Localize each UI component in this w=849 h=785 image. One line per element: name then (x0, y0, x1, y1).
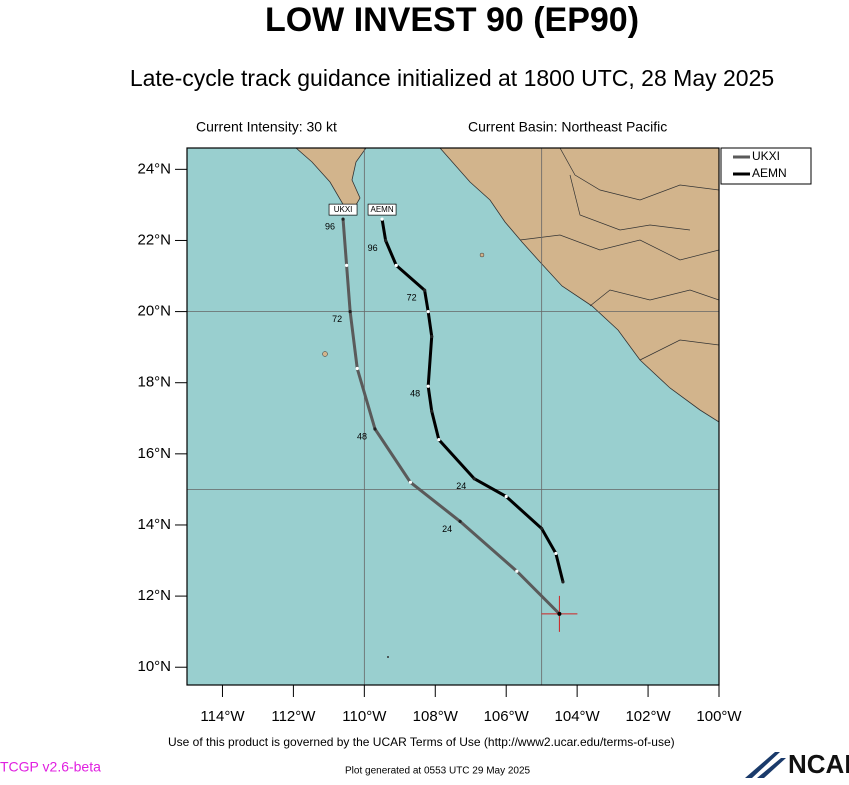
chart-title: LOW INVEST 90 (EP90) (265, 1, 639, 39)
track-point (345, 263, 349, 267)
intensity: Current Intensity: 30 kt (196, 119, 337, 135)
track-point (458, 519, 462, 524)
track-point (554, 551, 558, 556)
x-tick-label: 106°W (484, 708, 530, 725)
track-point (348, 309, 352, 314)
track-line (380, 218, 565, 583)
y-tick-label: 20°N (137, 303, 171, 320)
track-tag-box (328, 203, 358, 216)
plot-content: 24 48 72 96 UKXI 24 48 72 96 AEMN (187, 148, 719, 685)
track-tag: UKXI (334, 205, 353, 214)
track-point (408, 480, 413, 484)
x-tick-label: 108°W (413, 708, 459, 725)
hour-label: 72 (332, 314, 342, 324)
x-tick-label: 112°W (271, 708, 316, 725)
land (295, 148, 719, 658)
track-point (504, 494, 508, 499)
x-tick-label: 110°W (342, 708, 387, 725)
y-tick-label: 10°N (137, 658, 171, 675)
y-tick-label: 14°N (137, 516, 171, 533)
basin: Current Basin: Northeast Pacific (468, 119, 667, 135)
x-tick-label: 104°W (555, 708, 601, 725)
track-point (515, 569, 519, 573)
hour-label: 24 (456, 481, 466, 491)
logo: NCAR (788, 749, 849, 779)
track-tag-box (367, 203, 397, 216)
hour-label: 48 (410, 389, 420, 399)
track-point (561, 580, 565, 584)
track-point (426, 309, 430, 314)
y-tick-label: 12°N (137, 587, 171, 604)
track-point (384, 238, 388, 243)
track-point (373, 427, 377, 431)
version: TCGP v2.6-beta (0, 759, 101, 775)
legend-label: AEMN (752, 166, 787, 180)
track-point (430, 334, 434, 339)
hour-label: 72 (407, 293, 417, 303)
x-tick-label: 100°W (696, 708, 742, 725)
y-tick-label: 24°N (137, 160, 171, 177)
track-tag: AEMN (371, 205, 394, 214)
legend (720, 147, 812, 185)
legend-label: UKXI (752, 149, 780, 163)
track-point (540, 526, 544, 531)
chart-subtitle: Late-cycle track guidance initialized at… (130, 65, 774, 91)
y-tick-label: 22°N (137, 231, 171, 248)
track-point (423, 288, 427, 292)
track-point (341, 217, 345, 221)
track-point (355, 366, 359, 371)
track-point (380, 217, 384, 221)
hour-label: 48 (357, 431, 367, 441)
track-point (426, 384, 430, 388)
hour-label: 96 (325, 222, 335, 232)
track-point (437, 438, 441, 442)
track-point (430, 409, 434, 413)
track-point (472, 477, 476, 481)
plot-frame (186, 147, 720, 686)
track-point (394, 263, 398, 267)
generated: Plot generated at 0553 UTC 29 May 2025 (345, 766, 531, 777)
hour-label: 24 (442, 524, 452, 534)
current-position-dot (557, 611, 562, 616)
terms: Use of this product is governed by the U… (168, 735, 675, 749)
x-tick-label: 114°W (200, 708, 245, 725)
hour-label: 96 (368, 243, 378, 253)
y-tick-label: 18°N (137, 374, 171, 391)
x-tick-label: 102°W (625, 708, 671, 725)
y-tick-label: 16°N (137, 445, 171, 462)
logo-mark (745, 752, 786, 778)
